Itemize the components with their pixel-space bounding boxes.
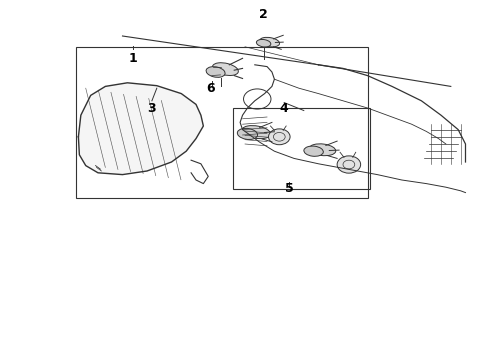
Circle shape	[337, 156, 361, 173]
Ellipse shape	[309, 144, 336, 156]
Text: 3: 3	[147, 102, 156, 114]
Ellipse shape	[237, 129, 258, 139]
Bar	[76, 47, 368, 198]
Ellipse shape	[259, 37, 280, 47]
Bar	[233, 108, 370, 189]
Polygon shape	[78, 83, 203, 175]
Ellipse shape	[242, 126, 270, 139]
Text: 5: 5	[285, 183, 294, 195]
Circle shape	[269, 129, 290, 145]
Ellipse shape	[256, 40, 271, 47]
Ellipse shape	[213, 63, 238, 76]
Ellipse shape	[304, 146, 323, 156]
Text: 6: 6	[206, 82, 215, 95]
Text: 1: 1	[129, 52, 138, 65]
Text: 4: 4	[280, 102, 289, 114]
Ellipse shape	[206, 67, 225, 77]
Text: 2: 2	[259, 8, 268, 21]
